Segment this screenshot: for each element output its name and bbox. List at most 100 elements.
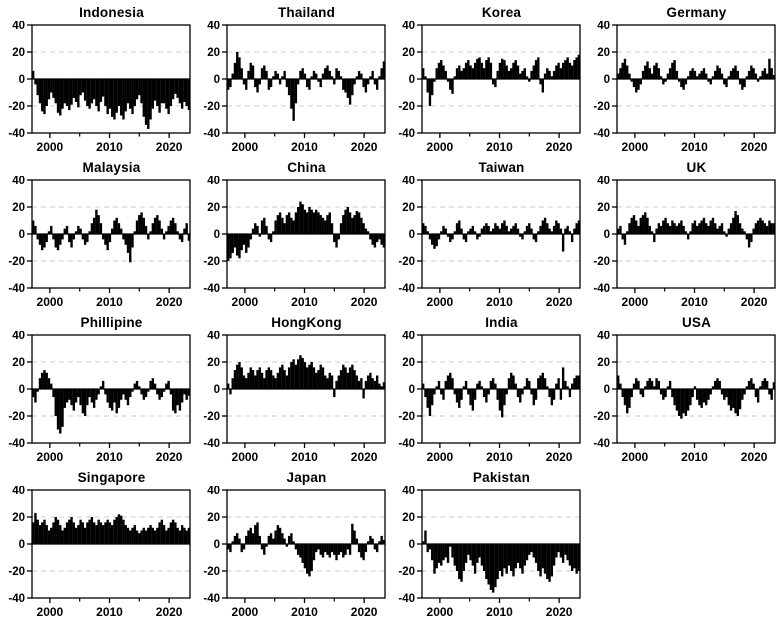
- svg-text:-40: -40: [203, 283, 220, 295]
- svg-text:2010: 2010: [486, 140, 513, 154]
- chart-panel-hongkong: HongKong -40 -20 0 20 40 2000 2010 2020: [195, 314, 390, 469]
- svg-text:2020: 2020: [741, 140, 768, 154]
- svg-text:-40: -40: [203, 438, 220, 450]
- svg-text:2020: 2020: [546, 605, 573, 619]
- chart-panel-usa: USA -40 -20 0 20 40 2000 2010 2020: [585, 314, 780, 469]
- svg-text:2000: 2000: [37, 450, 64, 464]
- svg-text:2000: 2000: [427, 605, 454, 619]
- svg-text:40: 40: [402, 486, 415, 497]
- svg-text:2020: 2020: [546, 295, 573, 309]
- svg-text:20: 20: [207, 202, 220, 214]
- svg-text:2000: 2000: [37, 140, 64, 154]
- svg-text:0: 0: [604, 229, 610, 241]
- svg-text:2010: 2010: [681, 295, 708, 309]
- chart-panel-taiwan: Taiwan -40 -20 0 20 40 2000 2010 2020: [390, 159, 585, 314]
- svg-text:-20: -20: [8, 256, 25, 268]
- svg-text:-20: -20: [593, 411, 610, 423]
- svg-text:2020: 2020: [741, 295, 768, 309]
- svg-text:2010: 2010: [291, 140, 318, 154]
- chart-title-taiwan: Taiwan: [478, 160, 525, 175]
- svg-text:2000: 2000: [427, 450, 454, 464]
- svg-text:2020: 2020: [156, 140, 183, 154]
- chart-panel-china: China -40 -20 0 20 40 2000 2010 2020: [195, 159, 390, 314]
- svg-text:2020: 2020: [156, 605, 183, 619]
- chart-title-pakistan: Pakistan: [472, 470, 531, 485]
- svg-text:2020: 2020: [156, 295, 183, 309]
- svg-text:2010: 2010: [486, 605, 513, 619]
- chart-plot-japan: -40 -20 0 20 40 2000 2010 2020: [203, 486, 386, 619]
- chart-plot-indonesia: -40 -20 0 20 40 2000 2010 2020: [8, 21, 191, 154]
- chart-title-japan: Japan: [286, 470, 327, 485]
- svg-text:20: 20: [402, 47, 415, 59]
- chart-plot-india: -40 -20 0 20 40 2000 2010 2020: [398, 331, 581, 464]
- svg-text:-20: -20: [203, 566, 220, 578]
- svg-text:-20: -20: [203, 411, 220, 423]
- chart-panel-indonesia: Indonesia -40 -20 0 20 40 2000 2010 2020: [0, 4, 195, 159]
- chart-plot-thailand: -40 -20 0 20 40 2000 2010 2020: [203, 21, 386, 154]
- svg-text:40: 40: [207, 331, 220, 342]
- svg-text:-40: -40: [398, 438, 415, 450]
- svg-text:2010: 2010: [486, 295, 513, 309]
- chart-title-thailand: Thailand: [277, 5, 336, 20]
- svg-text:20: 20: [597, 202, 610, 214]
- svg-text:40: 40: [207, 486, 220, 497]
- svg-text:40: 40: [597, 176, 610, 187]
- chart-plot-malaysia: -40 -20 0 20 40 2000 2010 2020: [8, 176, 191, 309]
- chart-title-korea: Korea: [481, 5, 522, 20]
- svg-text:-20: -20: [203, 101, 220, 113]
- svg-text:-20: -20: [398, 566, 415, 578]
- svg-text:40: 40: [207, 176, 220, 187]
- chart-panel-uk: UK -40 -20 0 20 40 2000 2010 2020: [585, 159, 780, 314]
- svg-text:-40: -40: [8, 438, 25, 450]
- svg-text:0: 0: [604, 384, 610, 396]
- svg-text:-20: -20: [8, 566, 25, 578]
- svg-text:0: 0: [604, 74, 610, 86]
- svg-text:40: 40: [402, 331, 415, 342]
- chart-title-usa: USA: [681, 315, 712, 330]
- chart-panel-thailand: Thailand -40 -20 0 20 40 2000 2010 2020: [195, 4, 390, 159]
- chart-plot-china: -40 -20 0 20 40 2000 2010 2020: [203, 176, 386, 309]
- svg-text:2000: 2000: [232, 295, 259, 309]
- chart-title-indonesia: Indonesia: [79, 5, 144, 20]
- svg-text:2010: 2010: [291, 295, 318, 309]
- svg-text:-40: -40: [8, 283, 25, 295]
- chart-panel-japan: Japan -40 -20 0 20 40 2000 2010 2020: [195, 469, 390, 624]
- chart-title-malaysia: Malaysia: [82, 160, 141, 175]
- svg-text:2000: 2000: [622, 140, 649, 154]
- svg-text:2020: 2020: [546, 140, 573, 154]
- svg-text:40: 40: [402, 176, 415, 187]
- chart-panel-korea: Korea -40 -20 0 20 40 2000 2010 2020: [390, 4, 585, 159]
- chart-title-india: India: [485, 315, 518, 330]
- svg-text:-20: -20: [398, 256, 415, 268]
- chart-title-singapore: Singapore: [77, 470, 146, 485]
- svg-text:2020: 2020: [351, 295, 378, 309]
- svg-text:0: 0: [214, 229, 220, 241]
- svg-text:2020: 2020: [351, 450, 378, 464]
- svg-text:20: 20: [597, 47, 610, 59]
- svg-text:-20: -20: [8, 101, 25, 113]
- empty-grid-cell: [585, 469, 780, 624]
- svg-text:0: 0: [19, 384, 25, 396]
- svg-text:2010: 2010: [291, 450, 318, 464]
- chart-plot-taiwan: -40 -20 0 20 40 2000 2010 2020: [398, 176, 581, 309]
- svg-text:2000: 2000: [232, 140, 259, 154]
- svg-text:0: 0: [409, 384, 415, 396]
- svg-text:20: 20: [207, 47, 220, 59]
- svg-text:-40: -40: [398, 283, 415, 295]
- chart-panel-phillipine: Phillipine -40 -20 0 20 40 2000 2010 2020: [0, 314, 195, 469]
- svg-text:2000: 2000: [427, 140, 454, 154]
- svg-text:-40: -40: [593, 438, 610, 450]
- svg-text:2000: 2000: [232, 605, 259, 619]
- svg-text:40: 40: [597, 21, 610, 32]
- svg-text:2020: 2020: [546, 450, 573, 464]
- chart-panel-malaysia: Malaysia -40 -20 0 20 40 2000 2010 2020: [0, 159, 195, 314]
- svg-text:0: 0: [19, 539, 25, 551]
- svg-text:20: 20: [12, 512, 25, 524]
- chart-plot-korea: -40 -20 0 20 40 2000 2010 2020: [398, 21, 581, 154]
- svg-text:-40: -40: [203, 128, 220, 140]
- svg-text:-20: -20: [203, 256, 220, 268]
- svg-text:-20: -20: [593, 101, 610, 113]
- svg-text:2010: 2010: [681, 450, 708, 464]
- chart-panel-singapore: Singapore -40 -20 0 20 40 2000 2010 2020: [0, 469, 195, 624]
